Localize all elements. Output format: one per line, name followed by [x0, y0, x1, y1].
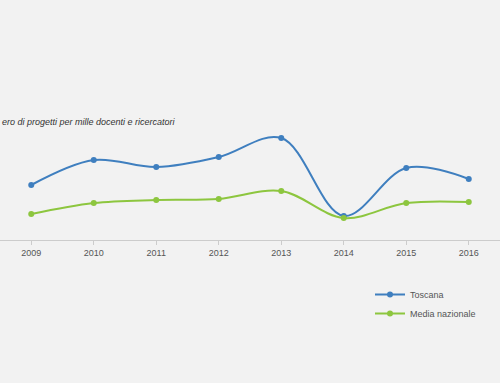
svg-text:2012: 2012 — [209, 248, 229, 258]
svg-text:2010: 2010 — [84, 248, 104, 258]
svg-text:2014: 2014 — [334, 248, 354, 258]
svg-text:2013: 2013 — [271, 248, 291, 258]
svg-text:2016: 2016 — [459, 248, 479, 258]
svg-text:2015: 2015 — [396, 248, 416, 258]
svg-text:Toscana: Toscana — [410, 290, 444, 300]
svg-text:Media nazionale: Media nazionale — [410, 309, 476, 319]
svg-text:ero di progetti per mille doce: ero di progetti per mille docenti e rice… — [2, 117, 176, 127]
svg-text:2011: 2011 — [147, 248, 166, 258]
svg-text:2009: 2009 — [21, 248, 41, 258]
